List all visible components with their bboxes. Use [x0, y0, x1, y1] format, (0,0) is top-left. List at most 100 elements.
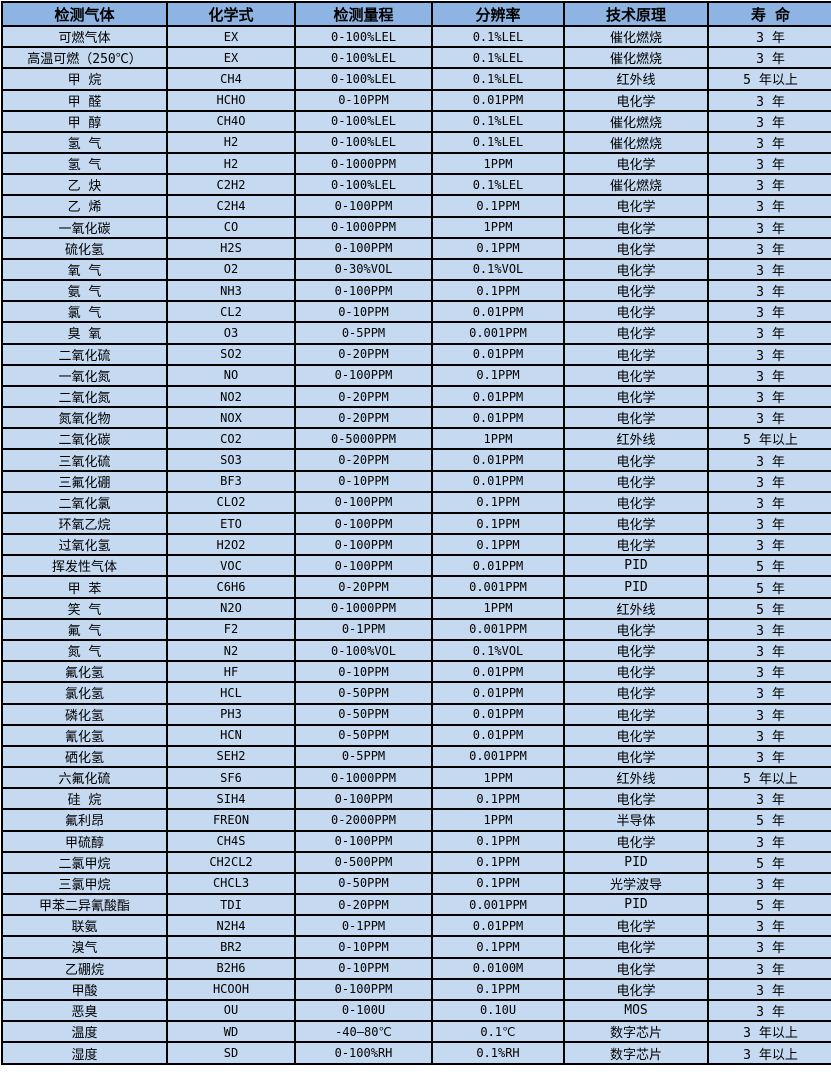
table-row: 乙 烯 C2H4 0-100PPM 0.1PPM 电化学 3 年	[1, 194, 831, 218]
cell-gas: 二氧化碳	[1, 427, 168, 451]
cell-resolution: 0.1%LEL	[431, 130, 565, 155]
cell-gas: 六氟化硫	[1, 766, 168, 790]
cell-lifespan: 3 年	[707, 152, 831, 176]
cell-principle: 电化学	[563, 638, 709, 663]
cell-gas: 氟利昂	[1, 808, 168, 832]
cell-resolution: 0.1%LEL	[431, 24, 565, 49]
table-row: 磷化氢 PH3 0-50PPM 0.01PPM 电化学 3 年	[1, 702, 831, 726]
table-row: 联氨 N2H4 0-1PPM 0.01PPM 电化学 3 年	[1, 914, 831, 938]
cell-range: 0-100%LEL	[294, 130, 433, 155]
cell-lifespan: 3 年	[707, 109, 831, 133]
cell-resolution: 0.1%VOL	[431, 257, 565, 282]
cell-formula: NOX	[166, 406, 296, 430]
cell-principle: 电化学	[563, 914, 709, 938]
table-row: 可燃气体 EX 0-100%LEL 0.1%LEL 催化燃烧 3 年	[1, 24, 831, 49]
table-row: 二氧化氮 NO2 0-20PPM 0.01PPM 电化学 3 年	[1, 384, 831, 409]
cell-range: 0-20PPM	[294, 406, 433, 430]
cell-resolution: 0.1PPM	[431, 363, 565, 387]
table-row: 氟化氢 HF 0-10PPM 0.01PPM 电化学 3 年	[1, 660, 831, 684]
cell-principle: 电化学	[563, 511, 709, 536]
table-row: 甲 醇 CH4O 0-100%LEL 0.1%LEL 催化燃烧 3 年	[1, 109, 831, 133]
column-header-principle: 技术原理	[563, 1, 709, 27]
cell-principle: 数字芯片	[563, 1020, 709, 1044]
cell-lifespan: 5 年以上	[707, 766, 831, 790]
cell-resolution: 0.1%LEL	[431, 109, 565, 133]
cell-principle: 电化学	[563, 363, 709, 387]
cell-formula: H2O2	[166, 533, 296, 557]
cell-range: 0-100PPM	[294, 554, 433, 578]
cell-lifespan: 3 年	[707, 194, 831, 218]
cell-formula: CH2CL2	[166, 850, 296, 874]
cell-formula: SO3	[166, 448, 296, 472]
cell-resolution: 0.01PPM	[431, 300, 565, 324]
cell-lifespan: 3 年	[707, 300, 831, 324]
cell-resolution: 0.01PPM	[431, 660, 565, 684]
table-row: 三氟化硼 BF3 0-10PPM 0.01PPM 电化学 3 年	[1, 469, 831, 493]
cell-gas: 硒化氢	[1, 744, 168, 769]
cell-range: 0-10PPM	[294, 956, 433, 980]
cell-gas: 一氧化氮	[1, 363, 168, 387]
cell-formula: HCHO	[166, 88, 296, 112]
cell-formula: TDI	[166, 893, 296, 917]
cell-lifespan: 3 年	[707, 681, 831, 705]
cell-range: 0-5000PPM	[294, 427, 433, 451]
table-row: 氯 气 CL2 0-10PPM 0.01PPM 电化学 3 年	[1, 300, 831, 324]
cell-range: 0-5PPM	[294, 744, 433, 769]
cell-resolution: 0.1PPM	[431, 935, 565, 959]
cell-range: 0-100PPM	[294, 236, 433, 260]
cell-gas: 氯化氢	[1, 681, 168, 705]
cell-gas: 氢 气	[1, 130, 168, 155]
cell-principle: 电化学	[563, 829, 709, 853]
cell-resolution: 1PPM	[431, 215, 565, 239]
cell-formula: C2H2	[166, 173, 296, 197]
cell-gas: 甲酸	[1, 977, 168, 1001]
cell-range: 0-50PPM	[294, 702, 433, 726]
column-header-lifespan: 寿 命	[707, 1, 831, 27]
cell-resolution: 0.1PPM	[431, 194, 565, 218]
column-header-gas: 检测气体	[1, 1, 168, 27]
cell-gas: 可燃气体	[1, 24, 168, 49]
table-row: 三氧化硫 SO3 0-20PPM 0.01PPM 电化学 3 年	[1, 448, 831, 472]
table-row: 乙 炔 C2H2 0-100%LEL 0.1%LEL 催化燃烧 3 年	[1, 173, 831, 197]
cell-principle: 电化学	[563, 384, 709, 409]
cell-lifespan: 3 年	[707, 829, 831, 853]
cell-gas: 硫化氢	[1, 236, 168, 260]
cell-lifespan: 3 年	[707, 24, 831, 49]
cell-principle: 电化学	[563, 152, 709, 176]
table-row: 甲硫醇 CH4S 0-100PPM 0.1PPM 电化学 3 年	[1, 829, 831, 853]
table-row: 溴气 BR2 0-10PPM 0.1PPM 电化学 3 年	[1, 935, 831, 959]
cell-gas: 乙硼烷	[1, 956, 168, 980]
cell-lifespan: 3 年	[707, 173, 831, 197]
cell-formula: HF	[166, 660, 296, 684]
cell-gas: 乙 炔	[1, 173, 168, 197]
table-row: 氟利昂 FREON 0-2000PPM 1PPM 半导体 5 年	[1, 808, 831, 832]
cell-principle: 电化学	[563, 617, 709, 641]
cell-lifespan: 3 年	[707, 956, 831, 980]
cell-gas: 乙 烯	[1, 194, 168, 218]
cell-lifespan: 3 年	[707, 469, 831, 493]
cell-formula: SD	[166, 1041, 296, 1065]
table-row: 臭 氧 O3 0-5PPM 0.001PPM 电化学 3 年	[1, 321, 831, 345]
cell-principle: 电化学	[563, 342, 709, 366]
cell-principle: PID	[563, 575, 709, 599]
cell-range: 0-20PPM	[294, 384, 433, 409]
table-row: 环氧乙烷 ETO 0-100PPM 0.1PPM 电化学 3 年	[1, 511, 831, 536]
table-row: 甲 烷 CH4 0-100%LEL 0.1%LEL 红外线 5 年以上	[1, 67, 831, 91]
table-row: 氮 气 N2 0-100%VOL 0.1%VOL 电化学 3 年	[1, 638, 831, 663]
cell-lifespan: 3 年	[707, 215, 831, 239]
cell-principle: 电化学	[563, 257, 709, 282]
cell-principle: 电化学	[563, 702, 709, 726]
cell-formula: SO2	[166, 342, 296, 366]
cell-range: 0-10PPM	[294, 300, 433, 324]
cell-principle: 催化燃烧	[563, 109, 709, 133]
table-body: 可燃气体 EX 0-100%LEL 0.1%LEL 催化燃烧 3 年高温可燃（250℃） E…	[1, 24, 831, 1065]
cell-lifespan: 3 年	[707, 321, 831, 345]
cell-resolution: 0.1%RH	[431, 1041, 565, 1065]
cell-formula: HCN	[166, 723, 296, 747]
cell-resolution: 0.01PPM	[431, 342, 565, 366]
cell-gas: 环氧乙烷	[1, 511, 168, 536]
cell-formula: SIH4	[166, 787, 296, 811]
cell-principle: 电化学	[563, 787, 709, 811]
